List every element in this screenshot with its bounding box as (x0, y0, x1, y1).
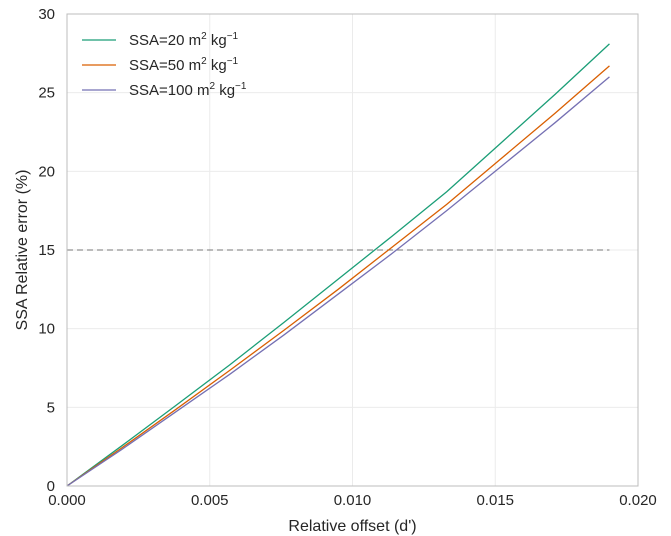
y-axis-label: SSA Relative error (%) (14, 170, 31, 331)
x-tick-label: 0.015 (476, 492, 514, 509)
legend-label-superscript: −1 (227, 31, 239, 42)
legend-label-unit: kg (215, 82, 235, 99)
legend-label-superscript: 2 (201, 56, 207, 67)
x-axis-label: Relative offset (d') (288, 518, 416, 535)
legend-entry: SSA=100 m2 kg−1 (129, 81, 247, 99)
series-group (66, 43, 610, 487)
y-tick-label: 5 (47, 399, 55, 416)
legend-label-unit: kg (207, 57, 227, 74)
legend-label-superscript: −1 (227, 56, 239, 67)
y-tick-label: 30 (38, 6, 55, 23)
legend-entry: SSA=50 m2 kg−1 (129, 56, 239, 74)
x-tick-label: 0.020 (619, 492, 657, 509)
y-tick-label: 25 (38, 85, 55, 102)
x-tick-label: 0.005 (191, 492, 229, 509)
legend-label-superscript: 2 (209, 81, 215, 92)
y-tick-label: 0 (47, 478, 55, 495)
y-tick-label: 20 (38, 163, 55, 180)
series-line-1 (66, 65, 610, 487)
series-line-2 (66, 76, 610, 487)
legend-label-prefix: SSA=100 m (129, 82, 209, 99)
x-tick-label: 0.010 (334, 492, 372, 509)
y-tick-labels: 0 5 10 15 20 25 30 (38, 6, 55, 495)
series-line-0 (66, 43, 610, 487)
y-tick-label: 10 (38, 321, 55, 338)
legend-label-prefix: SSA=20 m (129, 32, 201, 49)
legend-label-unit: kg (207, 32, 227, 49)
x-tick-labels: 0.000 0.005 0.010 0.015 0.020 (48, 492, 657, 509)
plot-frame (66, 13, 639, 487)
legend-label-prefix: SSA=50 m (129, 57, 201, 74)
legend-entry: SSA=20 m2 kg−1 (129, 31, 239, 49)
legend-label-superscript: 2 (201, 31, 207, 42)
x-tick-label: 0.000 (48, 492, 86, 509)
legend-label-superscript: −1 (235, 81, 247, 92)
y-tick-label: 15 (38, 242, 55, 259)
